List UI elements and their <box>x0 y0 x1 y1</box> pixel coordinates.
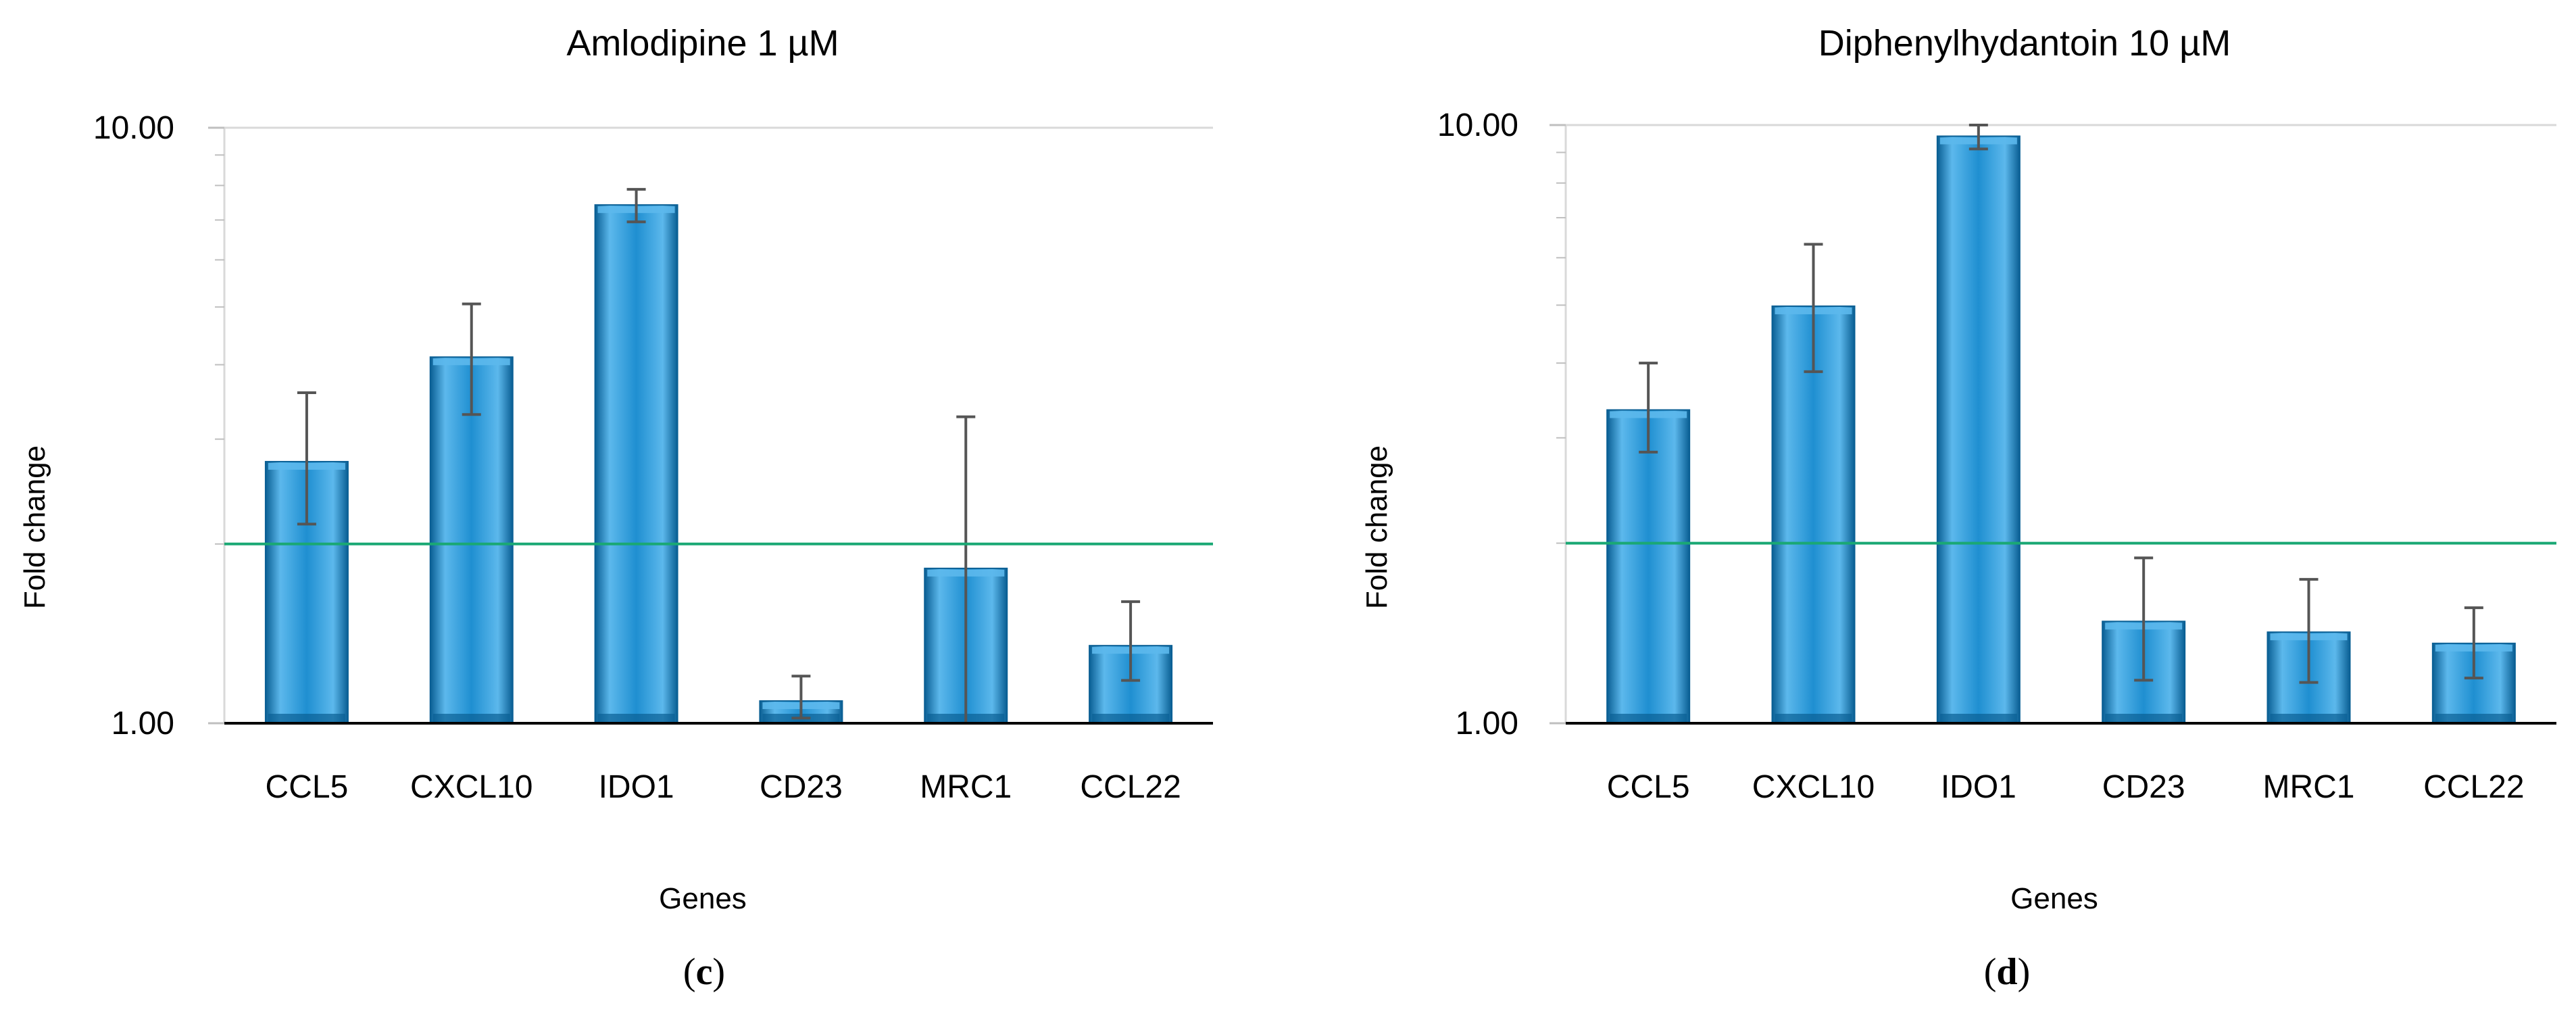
bar-bottom-bevel <box>1939 714 2017 722</box>
x-axis-label: Genes <box>2010 882 2098 915</box>
x-tick-label: CD23 <box>2102 769 2185 805</box>
x-tick-label: CCL22 <box>2423 769 2524 805</box>
bar-bottom-bevel <box>2270 714 2348 722</box>
bar-bottom-bevel <box>2105 714 2183 722</box>
y-tick-label: 10.00 <box>93 110 174 146</box>
bar-bottom-bevel <box>432 714 510 722</box>
x-tick-label: CCL22 <box>1080 769 1181 805</box>
panel-label: (c) <box>683 951 725 993</box>
chart-panel-d: Diphenylhydantoin 10 µM Fold change Gene… <box>1360 23 2556 993</box>
x-tick-label: MRC1 <box>920 769 1012 805</box>
bar <box>1936 135 2021 725</box>
y-tick-label: 1.00 <box>112 706 174 741</box>
bar-bottom-bevel <box>597 714 675 722</box>
chart-title: Diphenylhydantoin 10 µM <box>1818 23 2231 64</box>
bar <box>1771 305 1856 724</box>
bar-bottom-bevel <box>268 714 345 722</box>
x-tick-label: CCL5 <box>1607 769 1690 805</box>
panel-label: (d) <box>1984 951 2030 993</box>
x-tick-label: MRC1 <box>2262 769 2354 805</box>
bar-bottom-bevel <box>2435 714 2512 722</box>
x-tick-label: IDO1 <box>599 769 674 805</box>
y-axis-label: Fold change <box>1360 445 1393 609</box>
chart-panel-c: Amlodipine 1 µM Fold change Genes (c) 1.… <box>18 23 1213 993</box>
bar <box>429 356 514 724</box>
bar-bottom-bevel <box>1610 714 1687 722</box>
bar <box>1606 409 1691 724</box>
bar <box>594 204 678 725</box>
x-axis-label: Genes <box>659 882 747 915</box>
y-tick-label: 10.00 <box>1437 107 1518 143</box>
panel-label-letter: d <box>1996 951 2017 993</box>
x-tick-label: IDO1 <box>1941 769 2016 805</box>
x-tick-label: CCL5 <box>266 769 349 805</box>
x-tick-label: CXCL10 <box>1752 769 1875 805</box>
panel-label-letter: c <box>696 951 713 993</box>
plot-area: 1.00 10.00 CCL5 CXCL10 IDO1 CD23 MRC1 CCL22 <box>1437 107 2556 805</box>
x-tick-label: CD23 <box>760 769 843 805</box>
y-axis-label: Fold change <box>18 445 51 609</box>
bar-bottom-bevel <box>1092 714 1170 722</box>
bar-bottom-bevel <box>1775 714 1852 722</box>
plot-area: 1.00 10.00 CCL5 CXCL10 IDO1 CD23 MRC1 CCL22 <box>93 110 1213 805</box>
x-tick-label: CXCL10 <box>410 769 532 805</box>
chart-title: Amlodipine 1 µM <box>566 23 839 64</box>
y-tick-label: 1.00 <box>1456 706 1518 741</box>
